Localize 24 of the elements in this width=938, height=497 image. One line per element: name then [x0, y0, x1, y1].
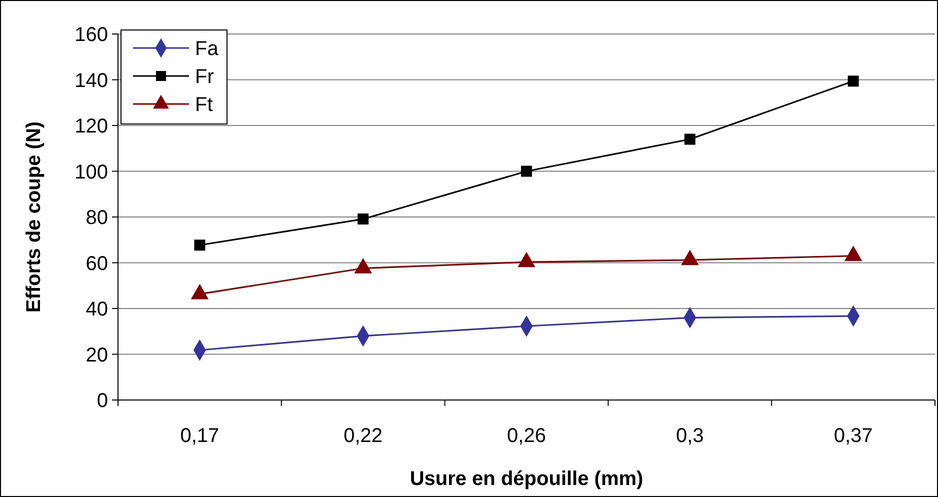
y-tick-label: 0 [96, 390, 108, 412]
x-tick-label: 0,37 [834, 425, 873, 447]
point [521, 166, 532, 177]
point [358, 214, 369, 225]
legend-label: Fa [195, 38, 220, 60]
point [848, 76, 859, 87]
y-tick-label: 60 [86, 252, 108, 275]
y-tick-label: 20 [86, 344, 108, 366]
point [194, 240, 206, 251]
legend-label: Fr [195, 66, 214, 88]
y-tick-label: 40 [86, 298, 108, 320]
x-axis-title: Usure en dépouille (mm) [410, 468, 644, 490]
x-tick-label: 0,3 [676, 425, 704, 447]
y-tick-label: 80 [86, 207, 108, 229]
legend-label: Ft [195, 94, 214, 116]
point [684, 134, 696, 145]
y-tick-label: 160 [74, 24, 108, 46]
y-tick-label: 140 [74, 70, 108, 92]
x-tick-label: 0,22 [344, 425, 383, 447]
y-tick-label: 120 [74, 116, 108, 138]
y-tick-label: 100 [74, 161, 108, 184]
y-axis-title: Efforts de coupe (N) [23, 121, 45, 313]
x-tick-label: 0,26 [507, 425, 546, 447]
x-tick-label: 0,17 [180, 425, 220, 447]
